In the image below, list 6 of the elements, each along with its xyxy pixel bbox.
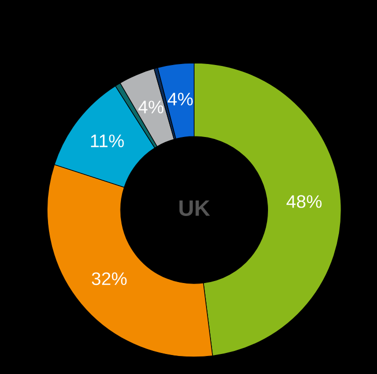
data-label: 48% (286, 195, 322, 208)
data-label: 4% (138, 100, 164, 114)
data-label: 11% (91, 134, 124, 148)
data-label: 32% (92, 272, 127, 286)
data-label: 4% (168, 92, 193, 106)
text: UK (179, 200, 210, 216)
